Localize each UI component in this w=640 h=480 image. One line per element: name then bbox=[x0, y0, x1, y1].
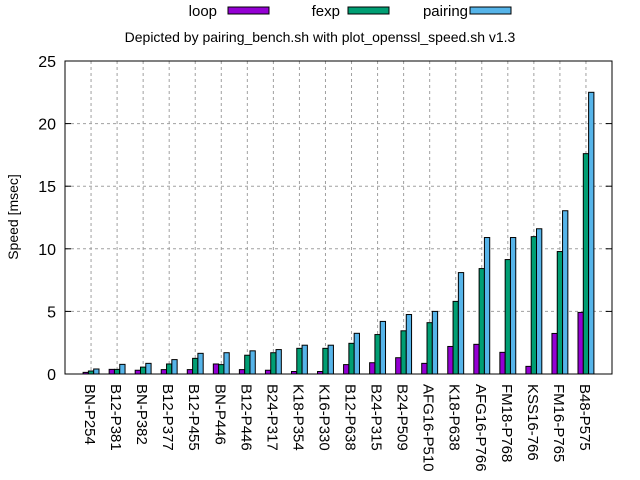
bar-fexp bbox=[348, 342, 355, 375]
x-tick-label: BN-P382 bbox=[133, 384, 150, 445]
bar-fexp bbox=[530, 236, 538, 375]
x-tick-label: AFG16-P766 bbox=[472, 384, 489, 472]
bar-pairing bbox=[145, 362, 152, 375]
bar-pairing bbox=[353, 332, 360, 375]
bar-fexp bbox=[426, 322, 433, 375]
bar-fexp bbox=[400, 330, 407, 375]
bar-fexp bbox=[582, 153, 590, 375]
bar-fexp bbox=[322, 347, 329, 375]
bar-loop bbox=[395, 357, 402, 375]
x-tick-label: K18-P354 bbox=[289, 384, 306, 451]
bar-pairing bbox=[536, 228, 543, 375]
plot-frame bbox=[64, 60, 613, 375]
x-tick-label: B24-P317 bbox=[263, 384, 280, 451]
bar-pairing bbox=[457, 272, 465, 375]
y-axis-label: Speed [msec] bbox=[5, 174, 21, 260]
bar-pairing bbox=[275, 349, 282, 375]
bar-loop bbox=[577, 311, 584, 375]
bar-pairing bbox=[562, 210, 569, 375]
x-axis: BN-P254 B12-P381 BN-P382 B12-P377 B12-P455 BN… bbox=[81, 384, 593, 472]
bar-loop bbox=[343, 364, 350, 375]
bar-pairing bbox=[249, 350, 256, 375]
bar-loop bbox=[160, 369, 168, 375]
legend-swatch-fexp bbox=[347, 6, 390, 15]
legend-label-pairing: pairing bbox=[423, 3, 468, 20]
x-tick-label: K18-P638 bbox=[446, 384, 463, 451]
bar-pairing bbox=[197, 352, 204, 375]
chart-title: Depicted by pairing_bench.sh with plot_o… bbox=[125, 29, 516, 45]
y-tick-label: 15 bbox=[38, 179, 56, 196]
bar-fexp bbox=[478, 268, 485, 375]
bar-loop bbox=[186, 369, 194, 375]
bar-loop bbox=[551, 332, 558, 375]
bar-pairing bbox=[93, 368, 100, 375]
bar-fexp bbox=[218, 364, 225, 375]
bar-fexp bbox=[244, 354, 251, 375]
x-tick-label: FM18-P768 bbox=[498, 384, 515, 462]
bar-pairing bbox=[405, 314, 413, 375]
bar-loop bbox=[212, 363, 220, 375]
x-tick-label: B12-P455 bbox=[185, 384, 202, 451]
legend-swatch-loop bbox=[227, 6, 270, 15]
bars bbox=[82, 91, 595, 375]
bar-pairing bbox=[509, 237, 517, 375]
bar-fexp bbox=[556, 251, 564, 375]
bar-fexp bbox=[504, 259, 511, 375]
legend: loop fexp pairing bbox=[189, 3, 512, 20]
x-tick-label: KSS16-766 bbox=[524, 384, 541, 461]
bar-loop bbox=[108, 368, 115, 375]
bar-loop bbox=[369, 362, 376, 375]
x-tick-label: B12-P377 bbox=[159, 384, 176, 451]
y-tick-label: 5 bbox=[47, 304, 56, 321]
x-tick-label: FM16-P765 bbox=[550, 384, 567, 462]
bar-fexp bbox=[113, 368, 121, 375]
bar-fexp bbox=[139, 366, 147, 375]
bar-loop bbox=[525, 365, 532, 375]
x-tick-label: BN-P254 bbox=[81, 384, 98, 445]
y-tick-label: 25 bbox=[38, 54, 56, 71]
x-tick-label: B12-P381 bbox=[107, 384, 124, 451]
bar-loop bbox=[473, 343, 480, 375]
x-tick-label: B12-P446 bbox=[237, 384, 254, 451]
grid bbox=[65, 61, 612, 374]
bar-loop bbox=[134, 369, 141, 375]
x-tick-label: K16-P330 bbox=[315, 384, 332, 451]
x-tick-label: B24-P509 bbox=[394, 384, 411, 451]
y-tick-label: 20 bbox=[38, 117, 56, 134]
bar-pairing bbox=[119, 363, 126, 375]
bar-pairing bbox=[588, 91, 595, 375]
bar-fexp bbox=[296, 347, 303, 375]
y-tick-label: 0 bbox=[47, 367, 56, 384]
legend-label-fexp: fexp bbox=[312, 3, 340, 20]
bar-fexp bbox=[374, 334, 381, 375]
legend-swatch-pairing bbox=[469, 6, 512, 15]
bar-pairing bbox=[327, 344, 334, 375]
bar-fexp bbox=[452, 300, 459, 375]
bar-loop bbox=[499, 351, 506, 375]
x-tick-label: B12-P638 bbox=[342, 384, 359, 451]
y-tick-label: 10 bbox=[38, 242, 56, 259]
y-axis: 0 5 10 15 20 25 bbox=[38, 54, 612, 384]
bar-loop bbox=[238, 369, 246, 375]
bar-pairing bbox=[223, 352, 230, 375]
legend-label-loop: loop bbox=[189, 3, 217, 20]
bar-pairing bbox=[379, 320, 387, 375]
bar-pairing bbox=[301, 344, 308, 375]
x-tick-label: BN-P446 bbox=[211, 384, 228, 445]
bar-fexp bbox=[192, 357, 199, 375]
x-tick-label: B24-P315 bbox=[368, 384, 385, 451]
x-tick-label: AFG16-P510 bbox=[420, 384, 437, 472]
bar-pairing bbox=[483, 237, 491, 375]
bar-loop bbox=[447, 345, 454, 375]
x-tick-label: B48-P575 bbox=[576, 384, 593, 451]
bar-pairing bbox=[171, 359, 178, 375]
bar-fexp bbox=[166, 363, 173, 375]
bar-loop bbox=[264, 369, 272, 375]
bar-loop bbox=[421, 362, 428, 375]
bar-fexp bbox=[270, 352, 277, 375]
bar-pairing bbox=[431, 310, 439, 375]
